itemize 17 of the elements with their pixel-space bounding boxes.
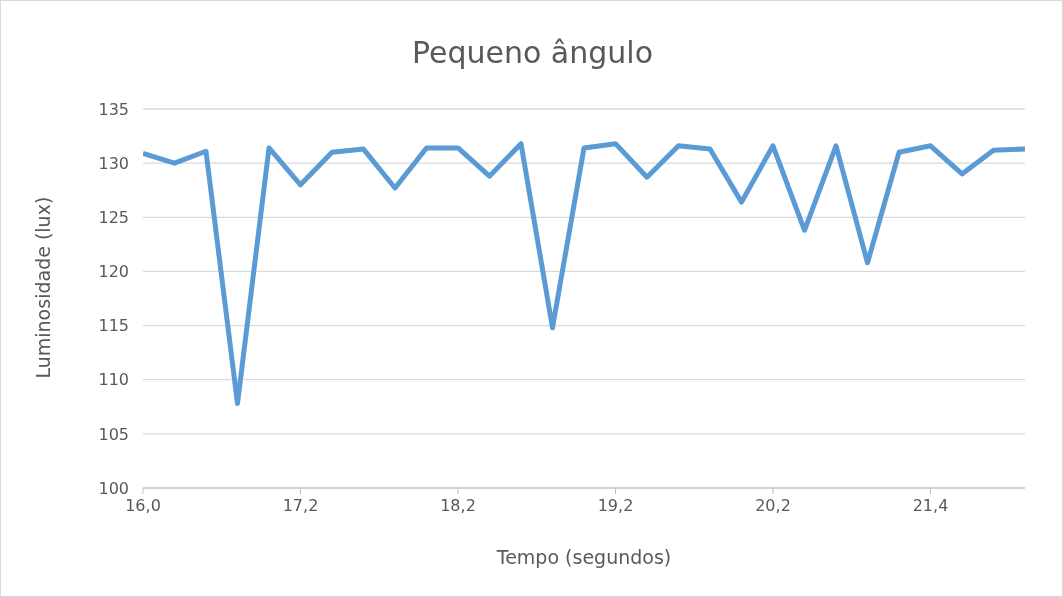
- x-tick-label: 21,4: [912, 496, 949, 516]
- y-tick-label: 115: [98, 316, 129, 336]
- chart-title: Pequeno ângulo: [410, 35, 654, 70]
- y-tick-label: 105: [98, 424, 129, 444]
- y-tick-label: 120: [98, 262, 129, 282]
- y-axis-title: Luminosidade (lux): [31, 196, 54, 379]
- y-tick-label: 130: [98, 153, 129, 173]
- x-tick-label: 16,0: [125, 496, 161, 516]
- x-tick-label: 19,2: [597, 496, 634, 516]
- x-tick-label: 17,2: [282, 496, 319, 516]
- x-axis-title: Tempo (segundos): [495, 546, 672, 568]
- x-tick-label: 20,2: [755, 496, 791, 516]
- y-tick-label: 110: [98, 370, 129, 390]
- y-tick-label: 135: [98, 99, 129, 119]
- x-tick-label: 18,2: [440, 496, 476, 516]
- y-tick-label: 125: [98, 207, 129, 227]
- y-tick-label: 100: [98, 478, 129, 498]
